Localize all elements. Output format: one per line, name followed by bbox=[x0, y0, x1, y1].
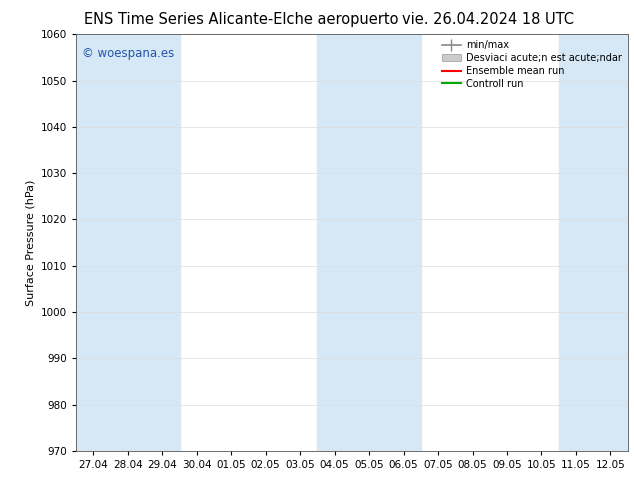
Text: vie. 26.04.2024 18 UTC: vie. 26.04.2024 18 UTC bbox=[402, 12, 574, 27]
Y-axis label: Surface Pressure (hPa): Surface Pressure (hPa) bbox=[25, 179, 36, 306]
Bar bbox=[76, 34, 179, 451]
Bar bbox=[318, 34, 421, 451]
Text: © woespana.es: © woespana.es bbox=[82, 47, 174, 60]
Text: ENS Time Series Alicante-Elche aeropuerto: ENS Time Series Alicante-Elche aeropuert… bbox=[84, 12, 398, 27]
Legend: min/max, Desviaci acute;n est acute;ndar, Ensemble mean run, Controll run: min/max, Desviaci acute;n est acute;ndar… bbox=[437, 36, 626, 93]
Bar bbox=[559, 34, 628, 451]
